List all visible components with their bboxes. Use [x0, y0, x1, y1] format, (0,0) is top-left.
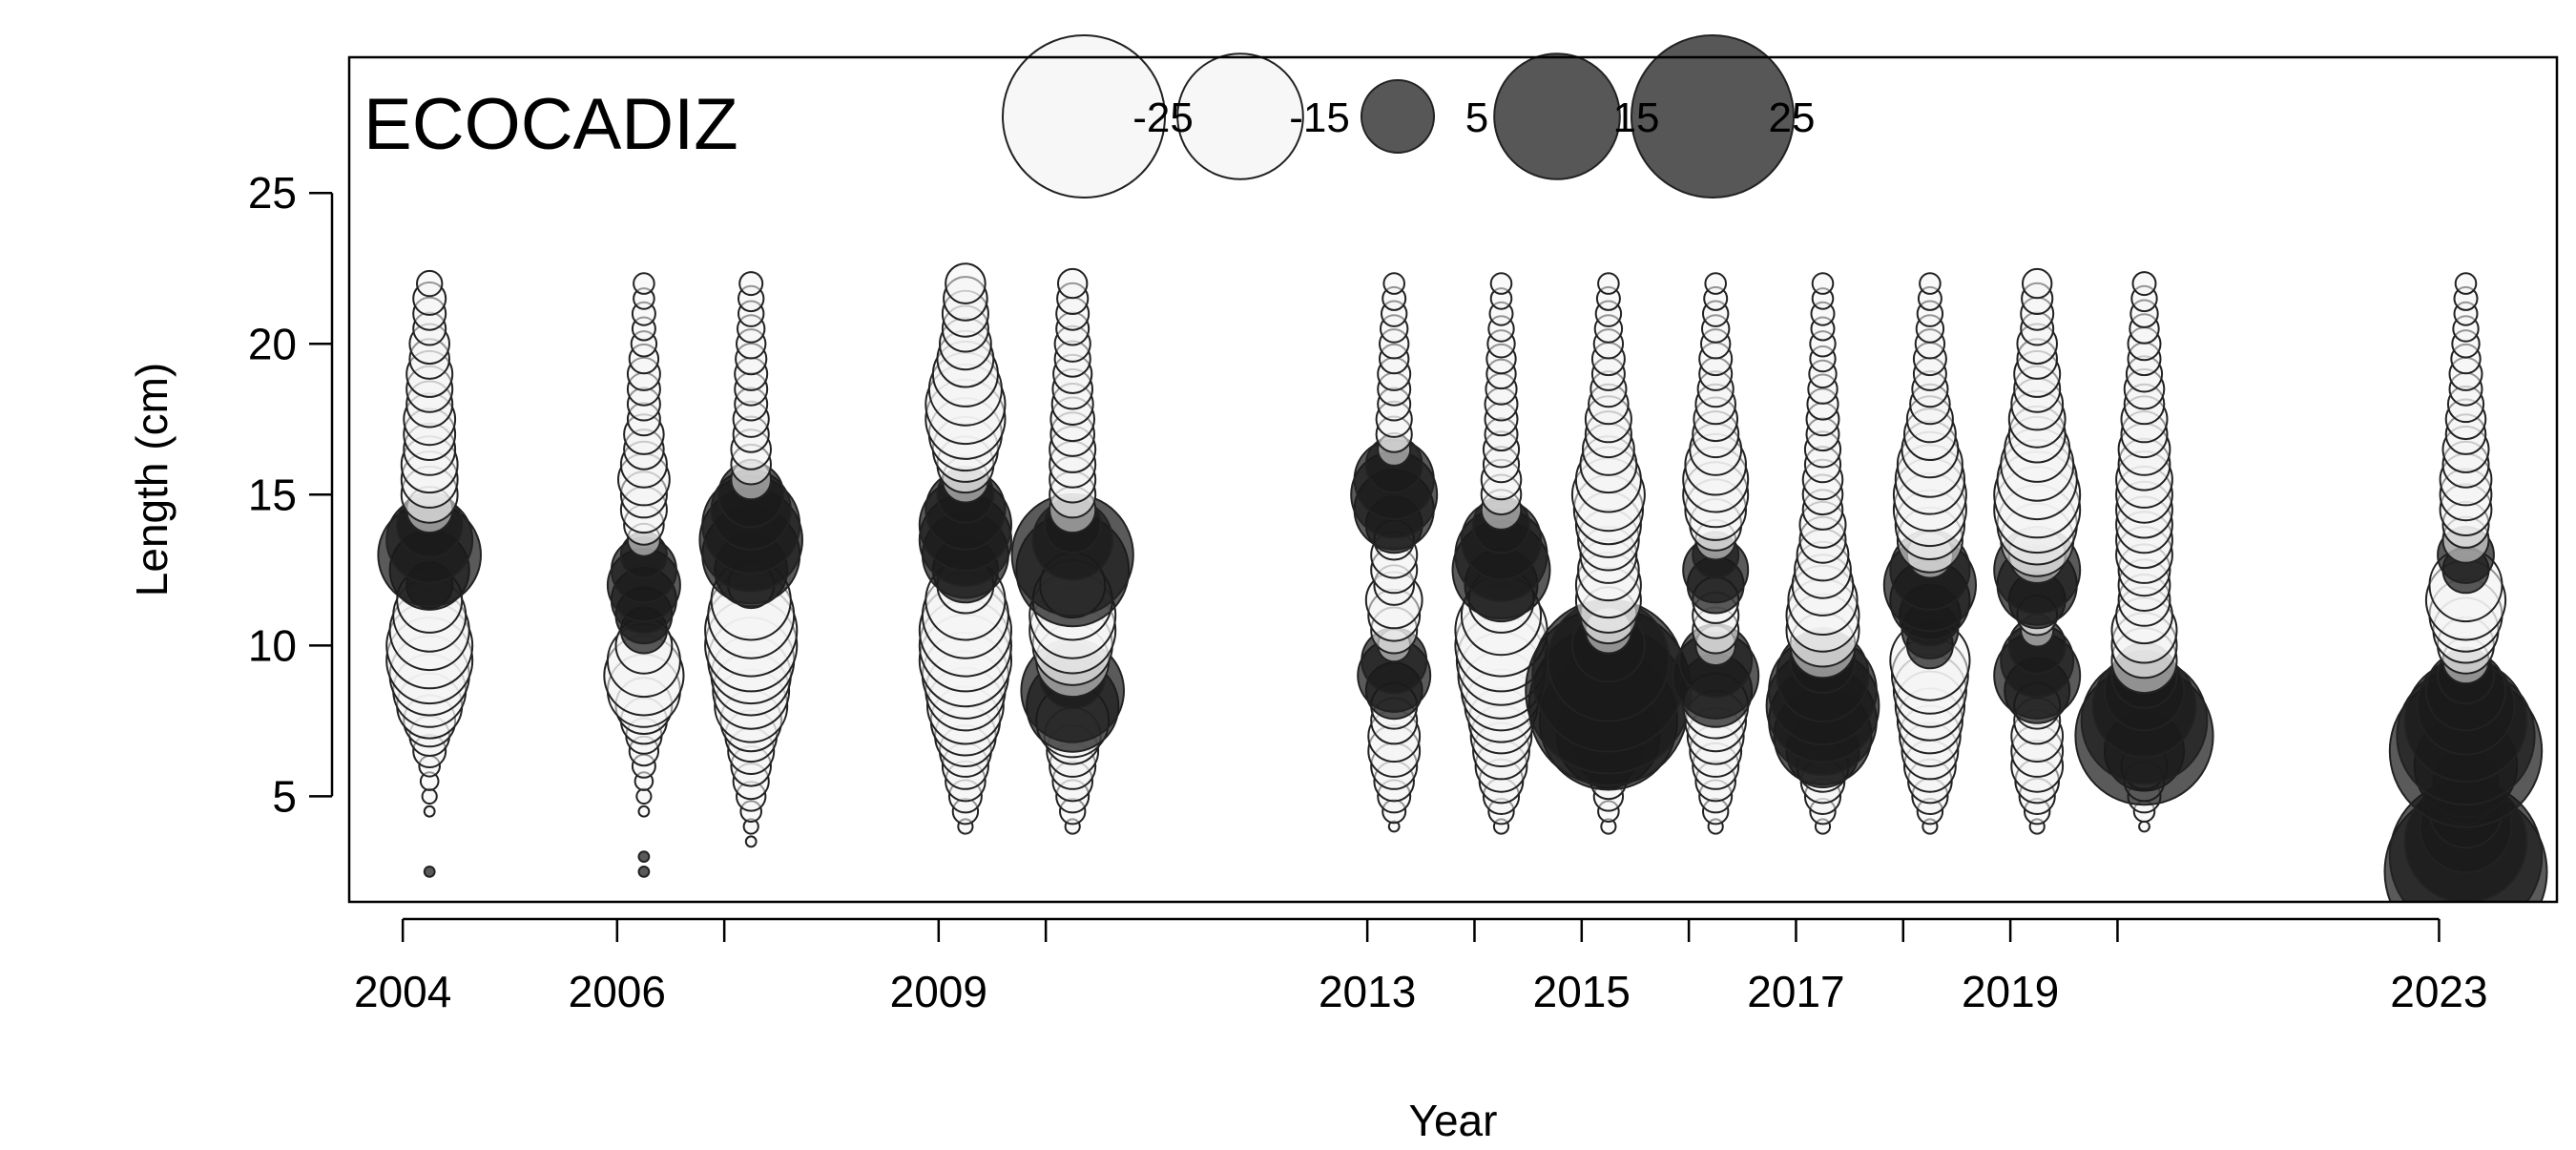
- x-tick-label-2013: 2013: [1319, 967, 1416, 1016]
- legend-label-15: 15: [1613, 94, 1660, 141]
- bubble-2007-22: [738, 271, 764, 297]
- bubble-2004-22: [416, 269, 444, 298]
- y-tick-label-10: 10: [248, 620, 297, 670]
- bubble-2009-22: [945, 262, 987, 304]
- bubbles-layer: [377, 262, 2548, 902]
- bubble-2006-22: [633, 272, 655, 295]
- legend-bubble-25: [1631, 34, 1795, 199]
- legend-bubble--15: [1176, 52, 1304, 180]
- x-axis-title: Year: [1409, 1096, 1498, 1145]
- legend-label-25: 25: [1769, 94, 1816, 141]
- legend-bubble-15: [1493, 52, 1621, 180]
- bubble-2015-22: [1597, 272, 1620, 295]
- legend-label--15: -15: [1289, 94, 1350, 141]
- bubble-2020-22: [2131, 271, 2157, 297]
- bubble-2020-4: [2138, 820, 2150, 833]
- y-axis-title: Length (cm): [127, 363, 177, 596]
- x-tick-label-2004: 2004: [354, 967, 451, 1016]
- legend-label--25: -25: [1132, 94, 1194, 141]
- bubble-2006-4.5: [637, 805, 651, 818]
- plot-frame: [347, 55, 2559, 904]
- bubble-2014-22: [1489, 272, 1513, 295]
- bubble-2019-22: [2022, 267, 2053, 300]
- legend-label-5: 5: [1465, 94, 1488, 141]
- bubble-2013-22: [1382, 272, 1405, 295]
- x-tick-label-2009: 2009: [890, 967, 987, 1016]
- bubble-2023-22: [2454, 272, 2478, 295]
- legend: -25 -15 5 15 25: [1002, 34, 1816, 199]
- y-tick-label-25: 25: [248, 168, 297, 218]
- x-tick-label-2015: 2015: [1533, 967, 1631, 1016]
- x-tick-label-2019: 2019: [1962, 967, 2059, 1016]
- bubble-2017-22: [1811, 272, 1835, 295]
- x-tick-label-2006: 2006: [569, 967, 666, 1016]
- bubble-2010-22: [1057, 267, 1089, 300]
- legend-bubble--25: [1002, 34, 1166, 199]
- x-tick-label-2023: 2023: [2390, 967, 2487, 1016]
- x-tick-label-2017: 2017: [1747, 967, 1844, 1016]
- axes: 2004 2006 2009 2013 2015 2017 2019 2023 5 10 15 20 2…: [248, 168, 2488, 1016]
- bubble-2006-2.5: [637, 866, 651, 878]
- bubble-2016-22: [1704, 272, 1727, 295]
- y-tick-label-5: 5: [272, 771, 297, 821]
- bubble-2006-3: [637, 850, 651, 863]
- legend-bubble-5: [1361, 79, 1435, 154]
- bubble-2006-5: [635, 787, 653, 805]
- panel-title: ECOCADIZ: [364, 84, 738, 165]
- bubble-2018-22: [1919, 272, 1942, 295]
- bubble-2004-5: [421, 787, 438, 805]
- y-tick-label-20: 20: [248, 319, 297, 368]
- bubble-2004-4.5: [423, 805, 436, 818]
- bubble-2007-3.5: [744, 835, 758, 848]
- bubble-2004-2.5: [423, 866, 436, 878]
- y-tick-label-15: 15: [248, 470, 297, 519]
